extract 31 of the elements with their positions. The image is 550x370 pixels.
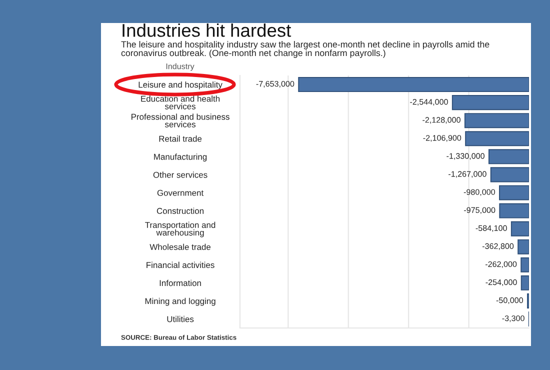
y-tick-label: Wholesale trade: [150, 244, 211, 250]
y-tick-label: Manufacturing: [154, 154, 207, 162]
y-tick-label: Other services: [153, 172, 208, 178]
data-label: -1,267,000: [448, 171, 486, 178]
data-label: -7,653,000: [256, 80, 294, 88]
data-label: -262,000: [486, 261, 517, 268]
y-axis-title: Industry: [166, 63, 194, 71]
chart-title: Industries hit hardest: [122, 23, 292, 37]
y-tick-label: Leisure and hospitality: [138, 81, 222, 90]
y-tick-label: Transportation and warehousing: [145, 222, 216, 238]
y-tick-label: Mining and logging: [145, 298, 216, 306]
data-label: -362,800: [482, 243, 514, 250]
y-tick-label: Construction: [156, 208, 204, 214]
y-tick-label: Professional and business services: [132, 114, 230, 128]
y-tick-label: Retail trade: [159, 136, 202, 142]
data-label: -254,000: [486, 279, 517, 286]
y-tick-label: Financial activities: [146, 262, 214, 268]
y-tick-label: Education and health services: [141, 96, 220, 110]
data-label: -2,106,900: [423, 135, 462, 142]
y-tick-label: Government: [157, 190, 204, 196]
data-label: -2,128,000: [422, 117, 460, 124]
data-label: -1,330,000: [446, 153, 484, 160]
data-label: -980,000: [464, 189, 496, 196]
data-label: -2,544,000: [410, 99, 448, 106]
data-label: -975,000: [464, 207, 496, 214]
chart-subtitle: The leisure and hospitality industry saw the largest one-month net decline in payrolls amid the coronavirus outbreak. (One-month net change in nonfarm payrolls.): [121, 41, 490, 58]
data-label: -584,100: [476, 225, 507, 232]
data-label: -50,000: [496, 297, 524, 304]
data-label: -3,300: [502, 315, 524, 322]
y-tick-label: Utilities: [167, 316, 194, 322]
y-tick-label: Information: [160, 280, 201, 286]
